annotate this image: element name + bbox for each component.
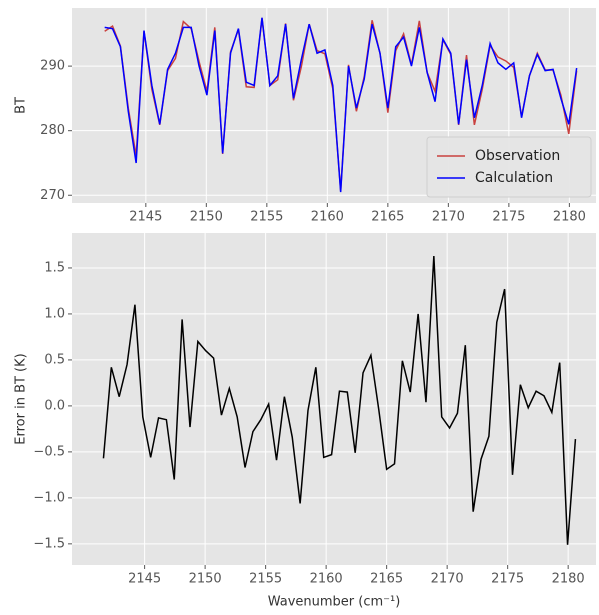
- y-tick-label: 290: [40, 59, 65, 74]
- x-tick-label: 2160: [311, 210, 344, 225]
- legend-label: Calculation: [475, 170, 553, 186]
- x-tick-label: 2155: [249, 572, 282, 587]
- y-tick-label: −1.0: [33, 490, 65, 505]
- x-tick-label: 2175: [492, 210, 525, 225]
- x-tick-label: 2145: [128, 572, 161, 587]
- y-tick-label: −1.5: [33, 536, 65, 551]
- x-tick-label: 2150: [190, 210, 223, 225]
- legend-box: [426, 136, 592, 198]
- y-tick-label: 270: [40, 188, 65, 203]
- x-tick-label: 2180: [553, 210, 586, 225]
- y-tick-label: 0.0: [44, 398, 65, 413]
- y-axis-label: BT: [14, 97, 29, 114]
- y-axis-label: Error in BT (K): [14, 353, 29, 444]
- x-tick-label: 2165: [371, 210, 404, 225]
- x-tick-label: 2180: [552, 572, 585, 587]
- data-line: [104, 17, 578, 193]
- y-tick-label: 1.0: [44, 306, 65, 321]
- y-tick-label: 0.5: [44, 352, 65, 367]
- x-tick-label: 2165: [370, 572, 403, 587]
- legend-label: Observation: [475, 148, 560, 164]
- x-tick-label: 2155: [250, 210, 283, 225]
- y-tick-label: 280: [40, 123, 65, 138]
- x-axis-label: Wavenumber (cm⁻¹): [268, 595, 401, 610]
- x-tick-label: 2145: [129, 210, 162, 225]
- x-tick-label: 2150: [189, 572, 222, 587]
- y-tick-label: 1.5: [44, 260, 65, 275]
- x-tick-label: 2170: [431, 572, 464, 587]
- x-tick-label: 2175: [491, 572, 524, 587]
- y-tick-label: −0.5: [33, 444, 65, 459]
- x-tick-label: 2160: [310, 572, 343, 587]
- x-tick-label: 2170: [432, 210, 465, 225]
- plot-area: [72, 233, 596, 565]
- data-line: [102, 255, 577, 545]
